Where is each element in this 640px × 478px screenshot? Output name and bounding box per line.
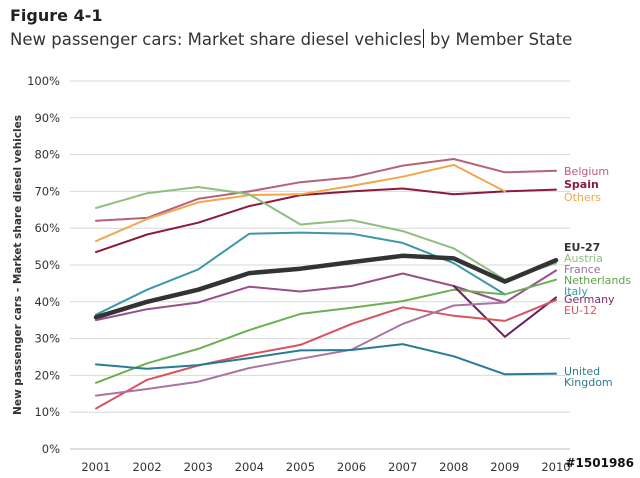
y-tick-label: 30% [34,332,60,346]
chart-title-part1: New passenger cars: Market share diesel … [10,30,422,49]
legend-label: Kingdom [564,376,613,389]
chart-title: New passenger cars: Market share diesel … [10,29,572,49]
figure-label: Figure 4-1 [10,6,103,25]
legend-label: United [564,365,600,378]
text-cursor [422,29,424,48]
x-tick-label: 2007 [388,460,417,474]
y-tick-label: 0% [42,442,60,456]
x-tick-label: 2008 [439,460,468,474]
y-tick-label: 80% [34,148,60,162]
series-line-4 [95,186,557,281]
series-line-2 [95,187,557,254]
x-tick-label: 2001 [81,460,110,474]
series-line-8 [95,278,557,384]
series-line-12 [95,343,557,376]
legend-label: Others [564,191,601,204]
y-tick-label: 20% [34,368,60,382]
chart-title-part2: by Member State [424,30,573,49]
series-line-9 [452,285,557,338]
x-tick-label: 2003 [184,460,213,474]
y-tick-label: 100% [27,74,60,88]
legend-label: Austria [564,252,603,265]
y-tick-label: 70% [34,184,60,198]
series-line-1 [95,158,557,222]
series-line-11 [95,301,506,397]
x-tick-label: 2009 [490,460,519,474]
series-line-6 [93,253,559,320]
y-axis-label: New passenger cars - Market share diesel… [12,115,24,415]
y-tick-label: 50% [34,258,60,272]
legend-label: EU-27 [564,241,600,254]
legend-label: Netherlands [564,274,631,287]
x-tick-label: 2006 [337,460,366,474]
series-line-7 [95,269,557,322]
series-line-10 [95,299,557,410]
legend-label: France [564,263,601,276]
x-tick-label: 2005 [286,460,315,474]
y-tick-label: 10% [34,405,60,419]
legend-label: Germany [564,293,615,306]
legend-label: Belgium [564,165,609,178]
legend-label: EU-12 [564,304,597,317]
x-tick-label: 2010 [541,460,570,474]
legend-label: Italy [564,285,588,298]
y-tick-label: 40% [34,295,60,309]
x-tick-label: 2004 [235,460,264,474]
y-tick-label: 60% [34,221,60,235]
x-tick-label: 2002 [132,460,161,474]
legend-label: Spain [564,178,599,191]
watermark: #1501986 [565,456,634,470]
series-line-3 [95,163,506,243]
y-tick-label: 90% [34,111,60,125]
